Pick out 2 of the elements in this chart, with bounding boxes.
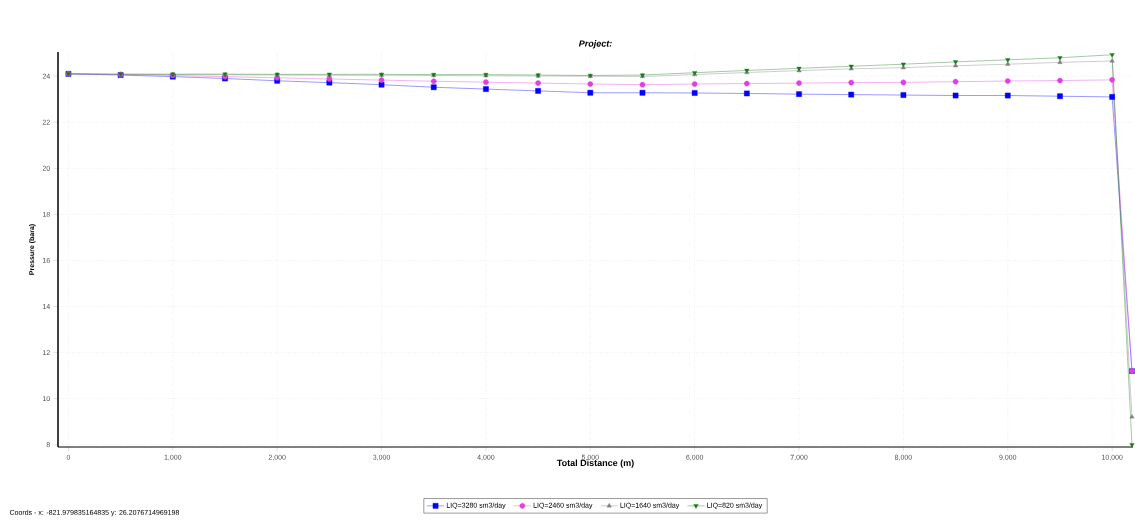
x-axis-title: Total Distance (m) xyxy=(556,459,634,468)
chart-title: Project: xyxy=(578,40,612,49)
